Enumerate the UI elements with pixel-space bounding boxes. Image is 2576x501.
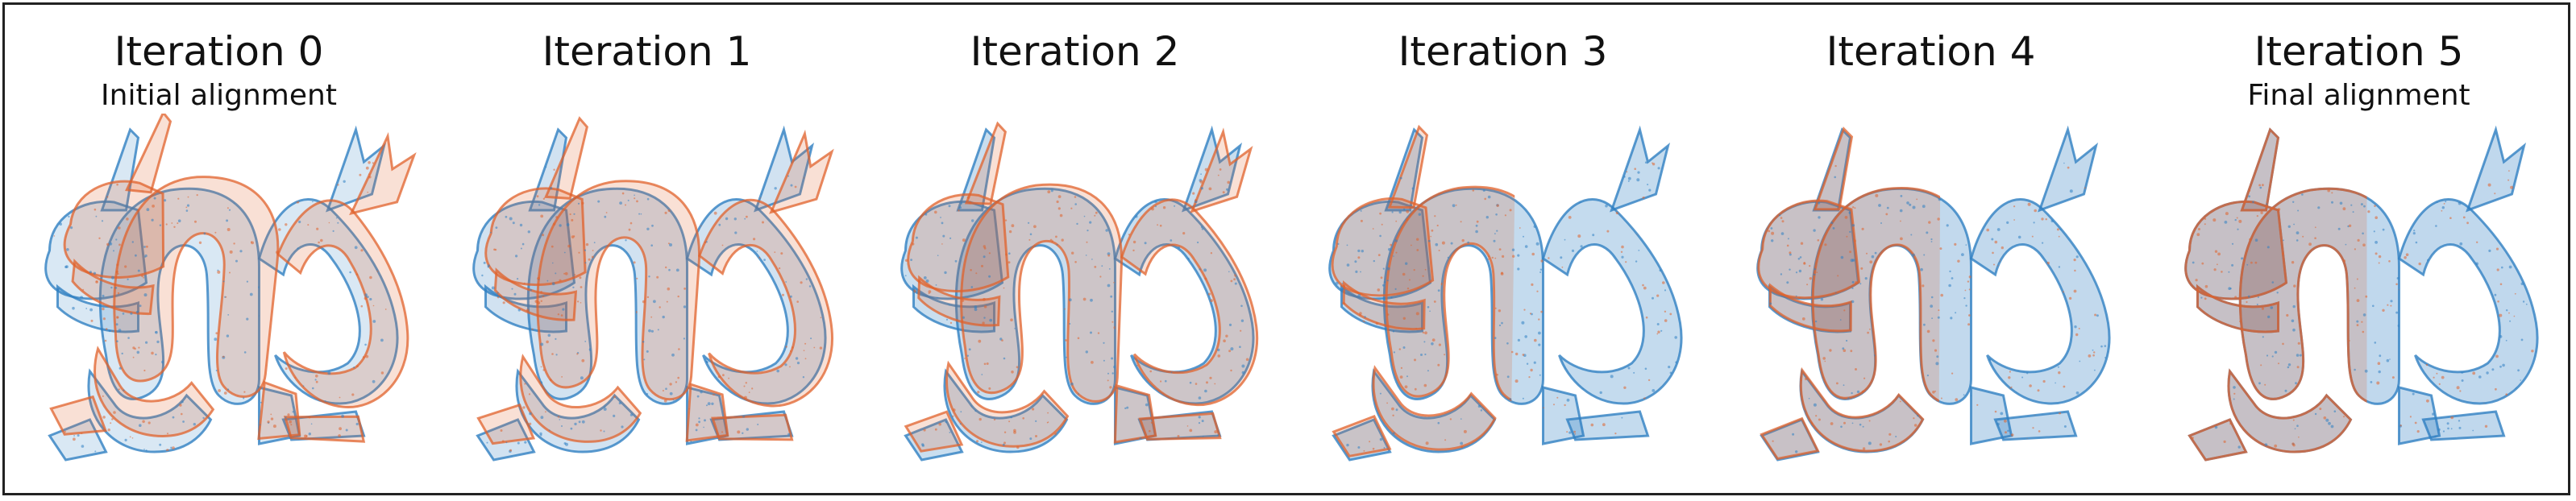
dragon-svg [1756, 125, 2111, 462]
dragon-point-cloud [2145, 114, 2573, 492]
source-point-cloud [904, 121, 1259, 453]
dragon-svg [2184, 125, 2539, 462]
panel-subtitle: Initial alignment [101, 79, 337, 112]
target-point-cloud [2184, 125, 2539, 462]
dragon-svg [44, 114, 417, 462]
panel-subtitle: Final alignment [2247, 79, 2470, 112]
panel-title: Iteration 3 [1398, 28, 1608, 75]
dragon-svg [1328, 124, 1683, 462]
panel-iteration-3: Iteration 3 [1289, 5, 1717, 493]
dragon-point-cloud [1289, 114, 1717, 492]
panel-iteration-5: Iteration 5 Final alignment [2145, 5, 2573, 493]
source-point-cloud [2184, 127, 2367, 462]
source-point-cloud [1757, 126, 1941, 461]
panel-iteration-2: Iteration 2 [861, 5, 1289, 493]
panel-title: Iteration 2 [970, 28, 1180, 75]
dragon-point-cloud [5, 114, 433, 492]
panel-title: Iteration 4 [1826, 28, 2036, 75]
panel-iteration-1: Iteration 1 [433, 5, 861, 493]
source-point-cloud [49, 114, 417, 443]
target-point-cloud [44, 125, 399, 462]
dragon-point-cloud [1717, 114, 2145, 492]
dragon-point-cloud [433, 114, 861, 492]
target-point-cloud [472, 125, 827, 462]
panel-title: Iteration 0 [114, 28, 324, 75]
panel-iteration-4: Iteration 4 [1717, 5, 2145, 493]
panel-title: Iteration 5 [2254, 28, 2464, 75]
panel-iteration-0: Iteration 0 Initial alignment [5, 5, 433, 493]
dragon-svg [900, 121, 1259, 462]
dragon-svg [472, 116, 834, 462]
panel-title: Iteration 1 [542, 28, 752, 75]
dragon-point-cloud [861, 114, 1289, 492]
source-point-cloud [476, 116, 834, 445]
